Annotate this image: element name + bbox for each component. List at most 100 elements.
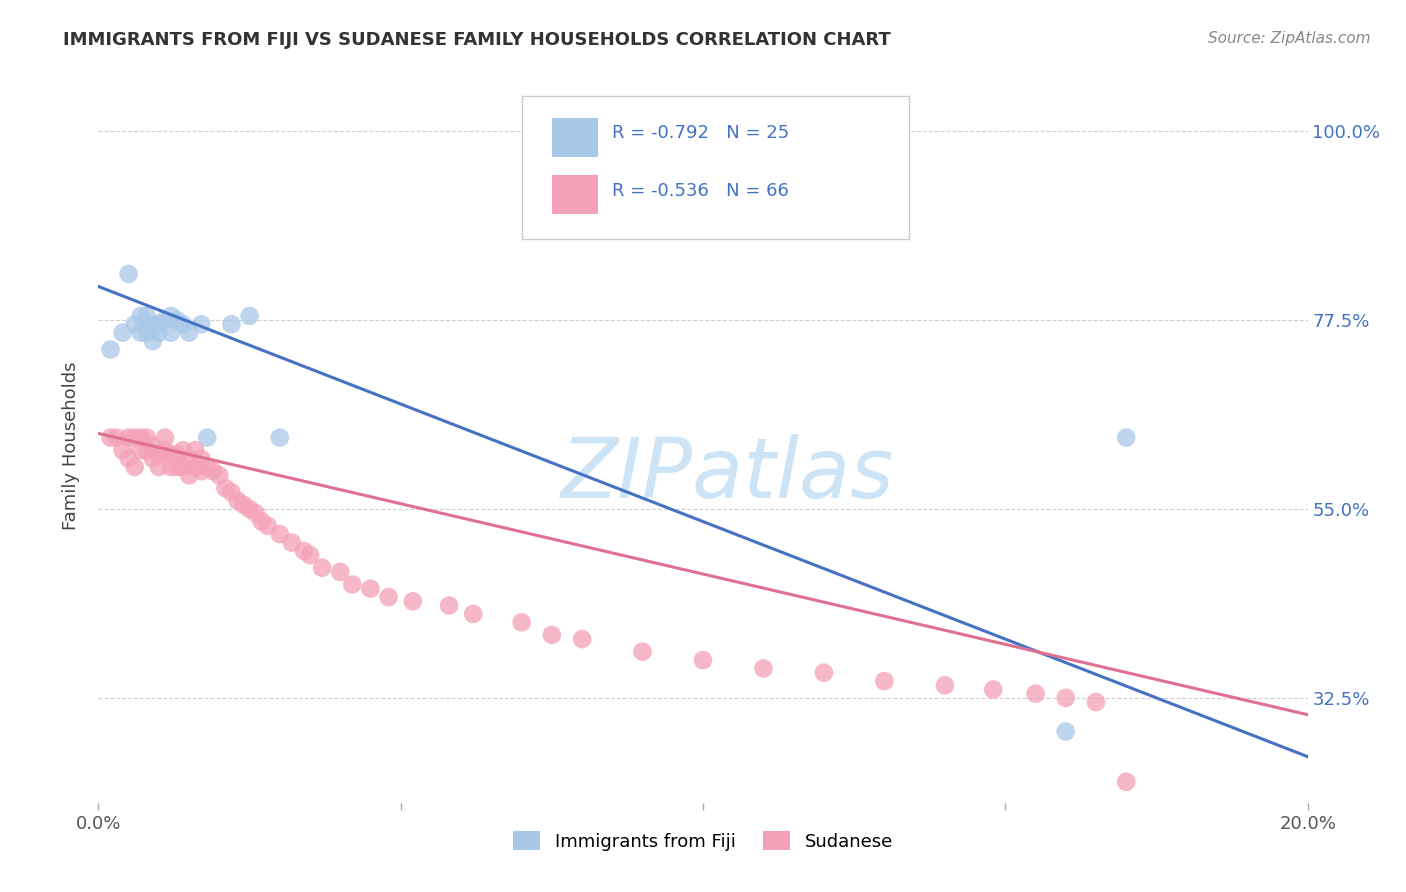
Text: Source: ZipAtlas.com: Source: ZipAtlas.com (1208, 31, 1371, 46)
Point (631, 645, 654, 659)
Point (232, 498, 254, 512)
Point (292, 544, 315, 558)
Point (1054, 690, 1077, 705)
Point (160, 447, 183, 461)
Point (118, 451, 141, 466)
Point (148, 460, 170, 475)
Point (166, 460, 188, 475)
Point (1085, 695, 1108, 709)
Point (813, 665, 835, 680)
Point (402, 594, 425, 608)
Point (160, 326, 183, 340)
Point (190, 451, 212, 466)
Point (202, 464, 225, 478)
Point (692, 653, 714, 667)
Point (463, 607, 485, 621)
Point (148, 326, 170, 340)
Point (118, 431, 141, 445)
Point (195, 431, 218, 445)
FancyBboxPatch shape (551, 118, 598, 157)
Point (172, 443, 194, 458)
Point (1054, 724, 1077, 739)
Point (221, 318, 243, 332)
Point (179, 468, 201, 483)
Point (124, 460, 146, 475)
Text: R = -0.792   N = 25: R = -0.792 N = 25 (613, 125, 790, 143)
Point (153, 443, 176, 458)
Point (160, 309, 183, 323)
Text: ZIPatlas: ZIPatlas (561, 434, 894, 515)
Point (311, 560, 333, 574)
Point (118, 267, 141, 281)
Text: IMMIGRANTS FROM FIJI VS SUDANESE FAMILY HOUSEHOLDS CORRELATION CHART: IMMIGRANTS FROM FIJI VS SUDANESE FAMILY … (63, 31, 891, 49)
Point (135, 326, 157, 340)
Point (124, 431, 146, 445)
Point (377, 590, 399, 604)
Point (981, 682, 1004, 697)
Point (226, 493, 249, 508)
FancyBboxPatch shape (522, 96, 908, 239)
Point (195, 460, 218, 475)
Y-axis label: Family Households: Family Households (62, 362, 80, 530)
Point (1115, 431, 1137, 445)
Point (124, 318, 146, 332)
Point (184, 460, 207, 475)
Point (281, 535, 304, 549)
Point (153, 313, 176, 327)
Point (135, 309, 157, 323)
Point (142, 318, 165, 332)
Point (142, 451, 165, 466)
Point (135, 431, 157, 445)
Point (111, 443, 134, 458)
Point (214, 481, 236, 495)
Point (179, 451, 201, 466)
Point (142, 439, 165, 453)
Point (184, 443, 207, 458)
Point (329, 565, 352, 579)
Text: R = -0.536   N = 66: R = -0.536 N = 66 (613, 182, 789, 200)
Point (437, 599, 460, 613)
Point (540, 628, 562, 642)
Point (129, 431, 152, 445)
Point (208, 468, 231, 483)
Point (269, 431, 291, 445)
Point (752, 661, 775, 675)
Legend: Immigrants from Fiji, Sudanese: Immigrants from Fiji, Sudanese (506, 824, 900, 858)
Point (135, 443, 157, 458)
Point (105, 431, 128, 445)
Point (873, 674, 896, 689)
Point (221, 485, 243, 500)
Point (129, 443, 152, 458)
Point (190, 318, 212, 332)
Point (111, 326, 134, 340)
Point (172, 318, 194, 332)
Point (934, 678, 956, 692)
Point (299, 548, 322, 562)
Point (245, 506, 267, 520)
Point (510, 615, 533, 630)
Point (256, 518, 278, 533)
Point (100, 343, 122, 357)
Point (166, 313, 188, 327)
Point (142, 334, 165, 348)
Point (269, 527, 291, 541)
Point (360, 582, 382, 596)
Point (1024, 687, 1046, 701)
Point (129, 326, 152, 340)
Point (1115, 774, 1137, 789)
Point (172, 460, 194, 475)
Point (239, 309, 262, 323)
Point (342, 577, 364, 591)
Point (250, 515, 273, 529)
Point (239, 502, 262, 516)
Point (129, 309, 152, 323)
Point (190, 464, 212, 478)
Point (148, 447, 170, 461)
Point (153, 431, 176, 445)
Point (166, 447, 188, 461)
FancyBboxPatch shape (551, 175, 598, 214)
Point (179, 326, 201, 340)
Point (571, 632, 593, 646)
Point (148, 318, 170, 332)
Point (160, 460, 183, 475)
